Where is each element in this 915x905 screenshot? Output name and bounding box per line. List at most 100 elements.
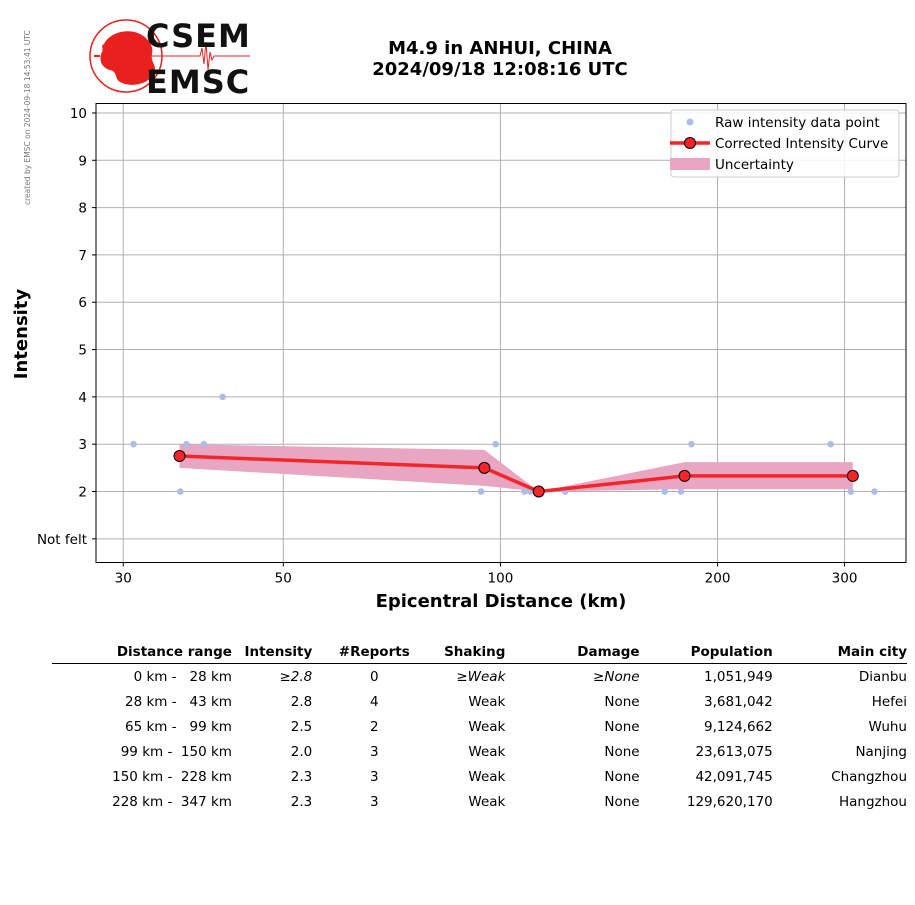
uncertainty-band-layer [179,444,853,492]
x-tick-label: 300 [832,571,858,587]
curve-point [678,469,691,482]
cell-intensity: 2.8 [290,693,313,710]
legend-uncertainty-label: Uncertainty [715,157,794,173]
x-tick-label: 30 [115,571,132,587]
y-tick-label: 5 [78,343,87,359]
y-tick-label: 10 [70,106,87,122]
raw-data-point [871,488,878,495]
y-tick-label: 6 [78,295,87,311]
logo-line2: EMSC [146,63,250,100]
seismogram-icon [148,41,250,71]
y-tick-label: Not felt [37,532,87,548]
table-header-row: Distance range Intensity #Reports Shakin… [52,640,907,664]
cell-population: 1,051,949 [704,668,773,685]
cell-city: Hangzhou [838,793,907,810]
col-shaking: Shaking [436,640,506,664]
cell-damage: None [604,793,640,810]
cell-population: 23,613,075 [695,743,773,760]
title-line1: M4.9 in ANHUI, CHINA [388,38,612,59]
cell-reports: 2 [369,718,379,735]
curve-point [173,450,186,463]
cell-distance: 228 km - 347 km [112,793,232,810]
x-tick-label: 50 [275,571,292,587]
cell-damage: None [604,693,640,710]
logo-line1: CSEM [146,17,251,55]
raw-data-point [827,440,834,448]
raw-data-point [521,488,528,495]
raw-data-point [219,393,226,401]
legend-uncertainty-swatch [670,158,710,170]
cell-population: 9,124,662 [704,718,773,735]
chart-title: M4.9 in ANHUI, CHINA 2024/09/18 12:08:16… [300,38,700,80]
legend: Raw intensity data point Corrected Inten… [670,109,900,178]
raw-data-point [688,440,695,448]
cell-reports: 4 [369,693,379,710]
curve-layer [173,450,859,498]
raw-data-point [183,440,190,448]
y-ticks: Not felt 2 3 4 5 6 7 8 9 10 [37,106,96,548]
x-tick-label: 200 [705,571,731,587]
intensity-table: Distance range Intensity #Reports Shakin… [52,640,907,814]
col-main-city: Main city [772,640,907,664]
cell-population: 42,091,745 [695,768,773,785]
cell-distance: 28 km - 43 km [125,693,232,710]
cell-damage: None [604,718,640,735]
cell-reports: 3 [369,793,379,810]
y-tick-label: 2 [78,485,87,501]
uncertainty-band [179,444,853,492]
title-line2: 2024/09/18 12:08:16 UTC [372,59,628,80]
cell-damage: None [604,768,640,785]
table-row: 28 km - 43 km 2.8 4 Weak None 3,681,042 Hefei [52,689,907,714]
cell-distance: 99 km - 150 km [120,743,232,760]
raw-data-point [200,440,208,448]
cell-shaking: Weak [468,718,506,735]
raw-data-point [130,440,137,448]
cell-reports: 0 [369,668,379,685]
cell-reports: 3 [369,768,379,785]
col-damage: Damage [505,640,640,664]
col-reports: #Reports [312,640,437,664]
raw-data-point [661,488,669,495]
y-axis-label: Intensity [11,289,32,380]
cell-city: Hefei [871,693,907,710]
cell-shaking: Weak [468,768,506,785]
y-tick-label: 9 [78,153,87,169]
cell-city: Wuhu [868,718,907,735]
x-ticks: 30 50 100 200 300 [115,562,858,587]
legend-raw-marker [686,118,694,126]
cell-city: Dianbu [858,668,907,685]
legend-raw-label: Raw intensity data point [715,115,880,131]
raw-data-point [477,488,485,495]
col-distance-range: Distance range [52,640,232,664]
cell-intensity: 2.5 [290,718,313,735]
y-tick-label: 3 [78,437,87,453]
cell-intensity: 2.3 [290,793,313,810]
x-axis-label: Epicentral Distance (km) [376,591,627,612]
y-tick-label: 8 [78,201,87,217]
raw-data-point [177,488,184,495]
legend-curve-label: Corrected Intensity Curve [715,136,888,152]
col-population: Population [639,640,773,664]
emsc-logo: CSEM EMSC [89,17,251,100]
curve-point [532,485,545,498]
legend-curve-marker [684,137,696,149]
plot-frame [95,103,907,563]
intensity-chart: 30 50 100 200 300 Not felt 2 3 4 5 6 7 8 9 10 Epicent… [11,103,907,612]
raw-data-point [492,440,499,448]
col-intensity: Intensity [231,640,313,664]
cell-distance: 65 km - 99 km [125,718,232,735]
cell-population: 3,681,042 [704,693,773,710]
cell-distance: 150 km - 228 km [112,768,232,785]
cell-intensity: 2.3 [290,768,313,785]
table-body: 0 km - 28 km ≥2.8 0 ≥Weak ≥None 1,051,949 Dian… [52,664,907,815]
globe-icon [89,19,163,93]
cell-reports: 3 [369,743,379,760]
cell-population: 129,620,170 [686,793,773,810]
cell-damage: ≥None [593,668,640,685]
table-row: 0 km - 28 km ≥2.8 0 ≥Weak ≥None 1,051,949 Dian… [52,664,907,690]
raw-data-point [677,488,685,495]
table-row: 99 km - 150 km 2.0 3 Weak None 23,613,075 Nanj… [52,739,907,764]
y-tick-label: 4 [78,390,87,406]
cell-shaking: Weak [468,693,506,710]
cell-shaking: ≥Weak [456,668,506,685]
